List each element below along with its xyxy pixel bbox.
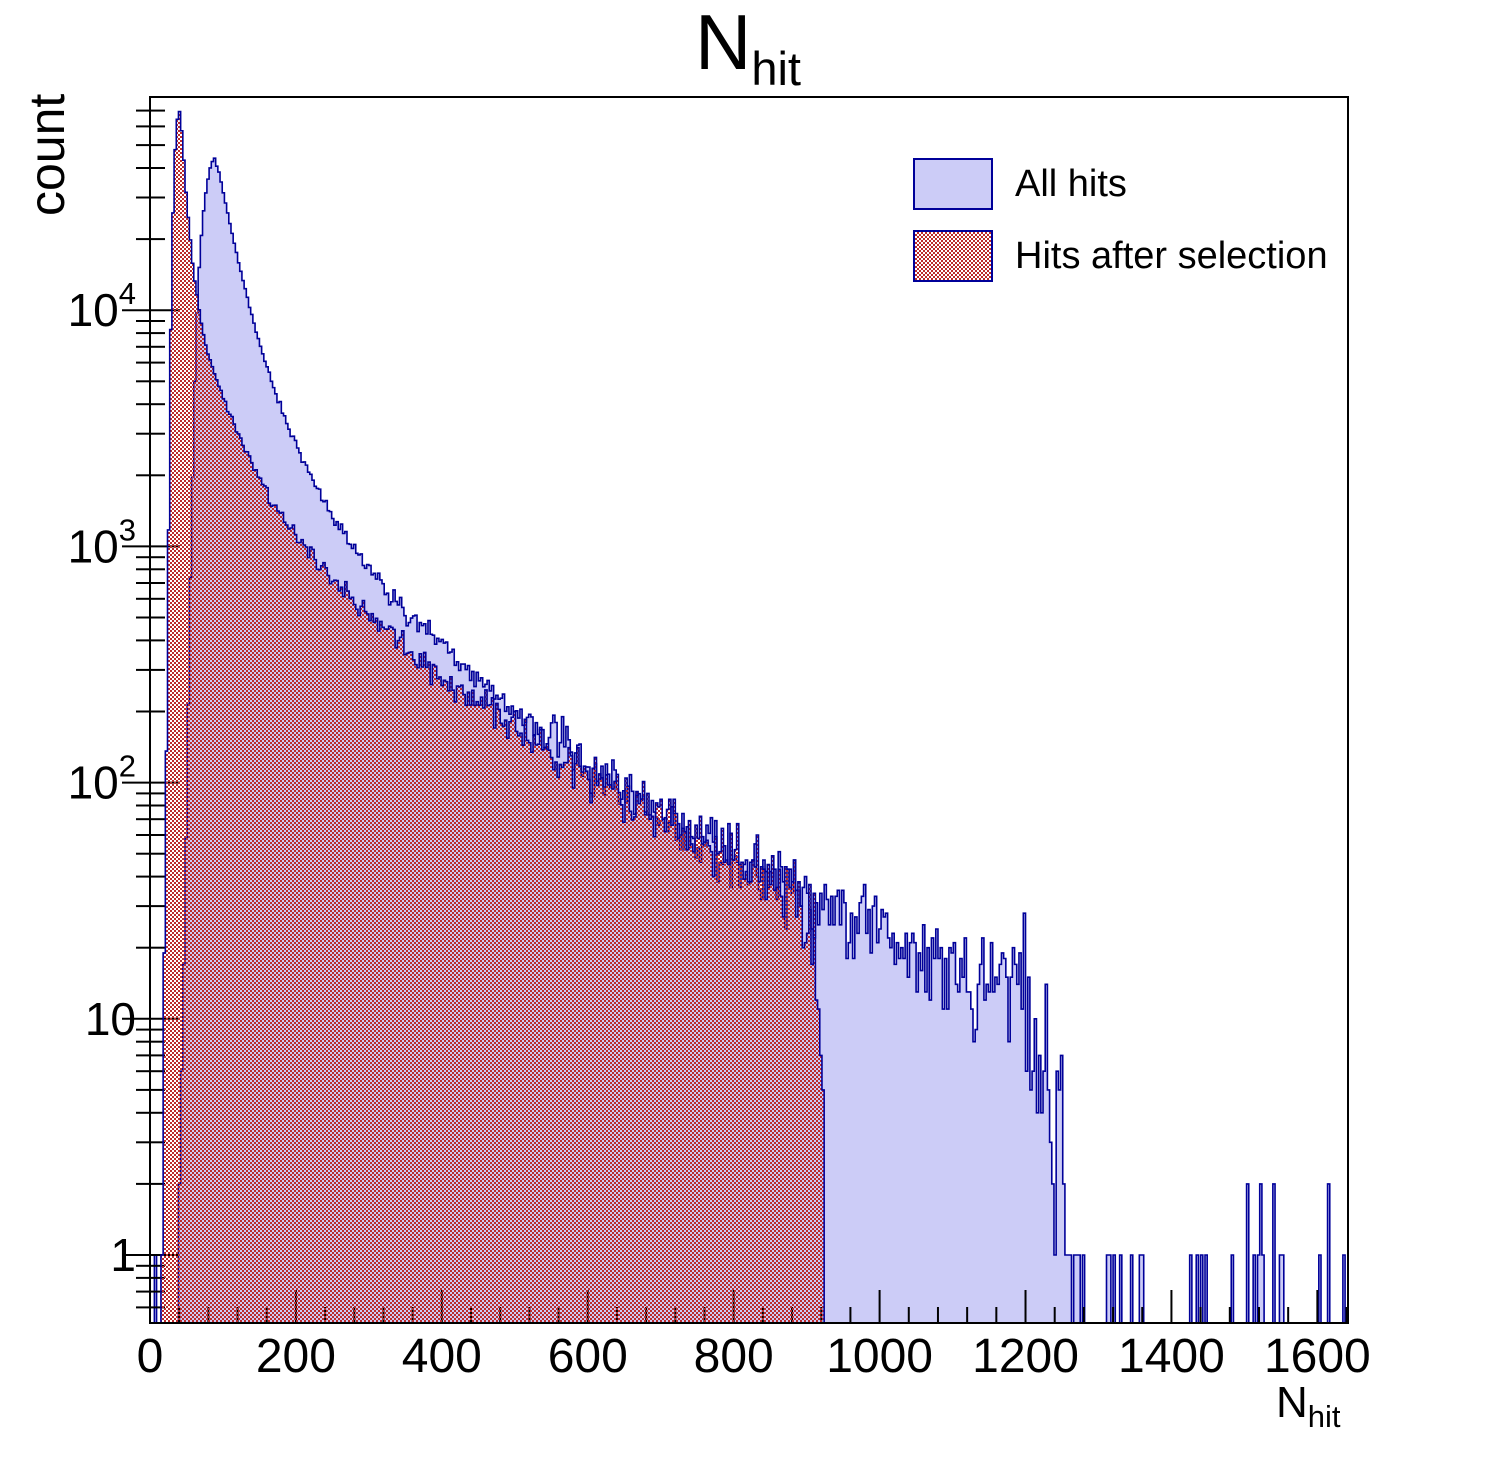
x-axis-title-subscript: hit (1307, 1399, 1341, 1434)
x-tick-label: 1000 (826, 1330, 933, 1383)
title-main: N (695, 0, 752, 86)
legend-swatch-all-hits (913, 158, 993, 210)
x-tick-label: 400 (402, 1330, 482, 1383)
x-axis-title-main: N (1276, 1378, 1308, 1427)
legend-label-all-hits: All hits (1015, 162, 1127, 205)
y-tick-label: 1 (110, 1229, 136, 1281)
plot-frame (149, 96, 1349, 1324)
y-axis-tick-labels: 1 10 102 103 104 (68, 276, 136, 1281)
x-tick-label: 1600 (1264, 1330, 1371, 1383)
y-tick-label: 103 (68, 512, 136, 572)
legend-label-hits-after-selection: Hits after selection (1015, 234, 1328, 277)
y-tick-label: 10 (85, 993, 136, 1045)
x-tick-label: 800 (694, 1330, 774, 1383)
x-tick-label: 1200 (972, 1330, 1079, 1383)
legend-swatch-hits-after-selection (913, 230, 993, 282)
legend-item-hits-after-selection: Hits after selection (913, 230, 1328, 282)
legend-item-all-hits: All hits (913, 158, 1328, 210)
y-tick-label: 104 (68, 276, 136, 336)
x-axis-title: Nhit (1276, 1378, 1341, 1435)
legend: All hits Hits after selection (913, 158, 1328, 302)
title-subscript: hit (751, 42, 801, 95)
x-tick-label: 200 (256, 1330, 336, 1383)
plot-title: Nhit (695, 0, 801, 95)
x-tick-label: 0 (137, 1330, 164, 1383)
y-axis-ticks (122, 109, 150, 1309)
y-axis-title: count (19, 93, 75, 216)
hist-hits-after-selection (160, 110, 825, 1324)
x-axis-tick-labels: 0 200 400 600 800 1000 1200 1400 1600 (137, 1330, 1371, 1383)
y-tick-label: 102 (68, 749, 136, 809)
x-tick-label: 1400 (1118, 1330, 1225, 1383)
x-tick-label: 600 (548, 1330, 628, 1383)
